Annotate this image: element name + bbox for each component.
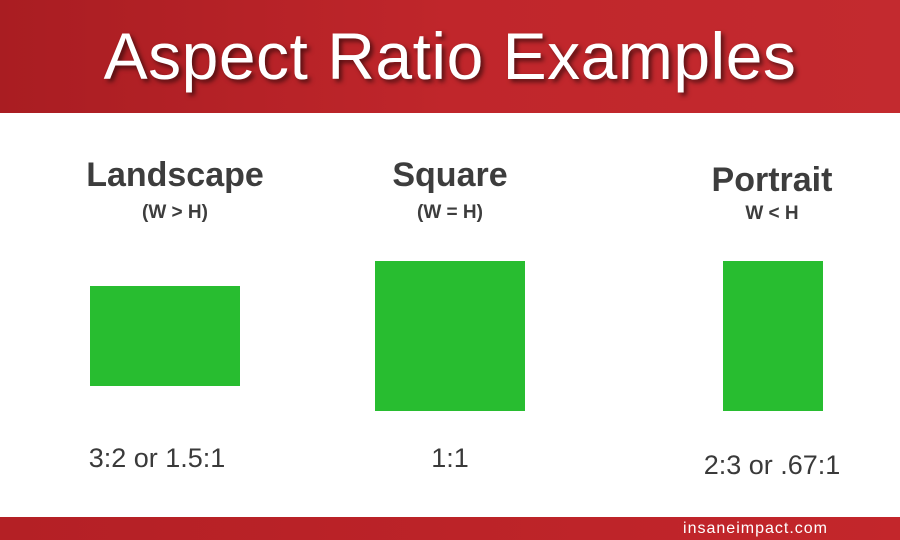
landscape-subtitle: (W > H) [142, 202, 208, 223]
landscape-title: Landscape [86, 156, 264, 194]
square-rectangle [375, 261, 525, 411]
portrait-subtitle: W < H [745, 203, 799, 224]
page-title: Aspect Ratio Examples [103, 19, 797, 93]
portrait-ratio: 2:3 or .67:1 [703, 450, 841, 480]
footer-banner: insaneimpact.com [0, 517, 900, 540]
square-ratio: 1:1 [431, 443, 469, 473]
square-title: Square [392, 156, 508, 194]
header-banner: Aspect Ratio Examples [0, 0, 900, 113]
portrait-title: Portrait [711, 161, 833, 199]
site-url: insaneimpact.com [683, 520, 828, 537]
portrait-rectangle [723, 261, 823, 411]
landscape-rectangle [90, 286, 240, 386]
square-subtitle: (W = H) [417, 202, 483, 223]
landscape-ratio: 3:2 or 1.5:1 [88, 443, 226, 473]
